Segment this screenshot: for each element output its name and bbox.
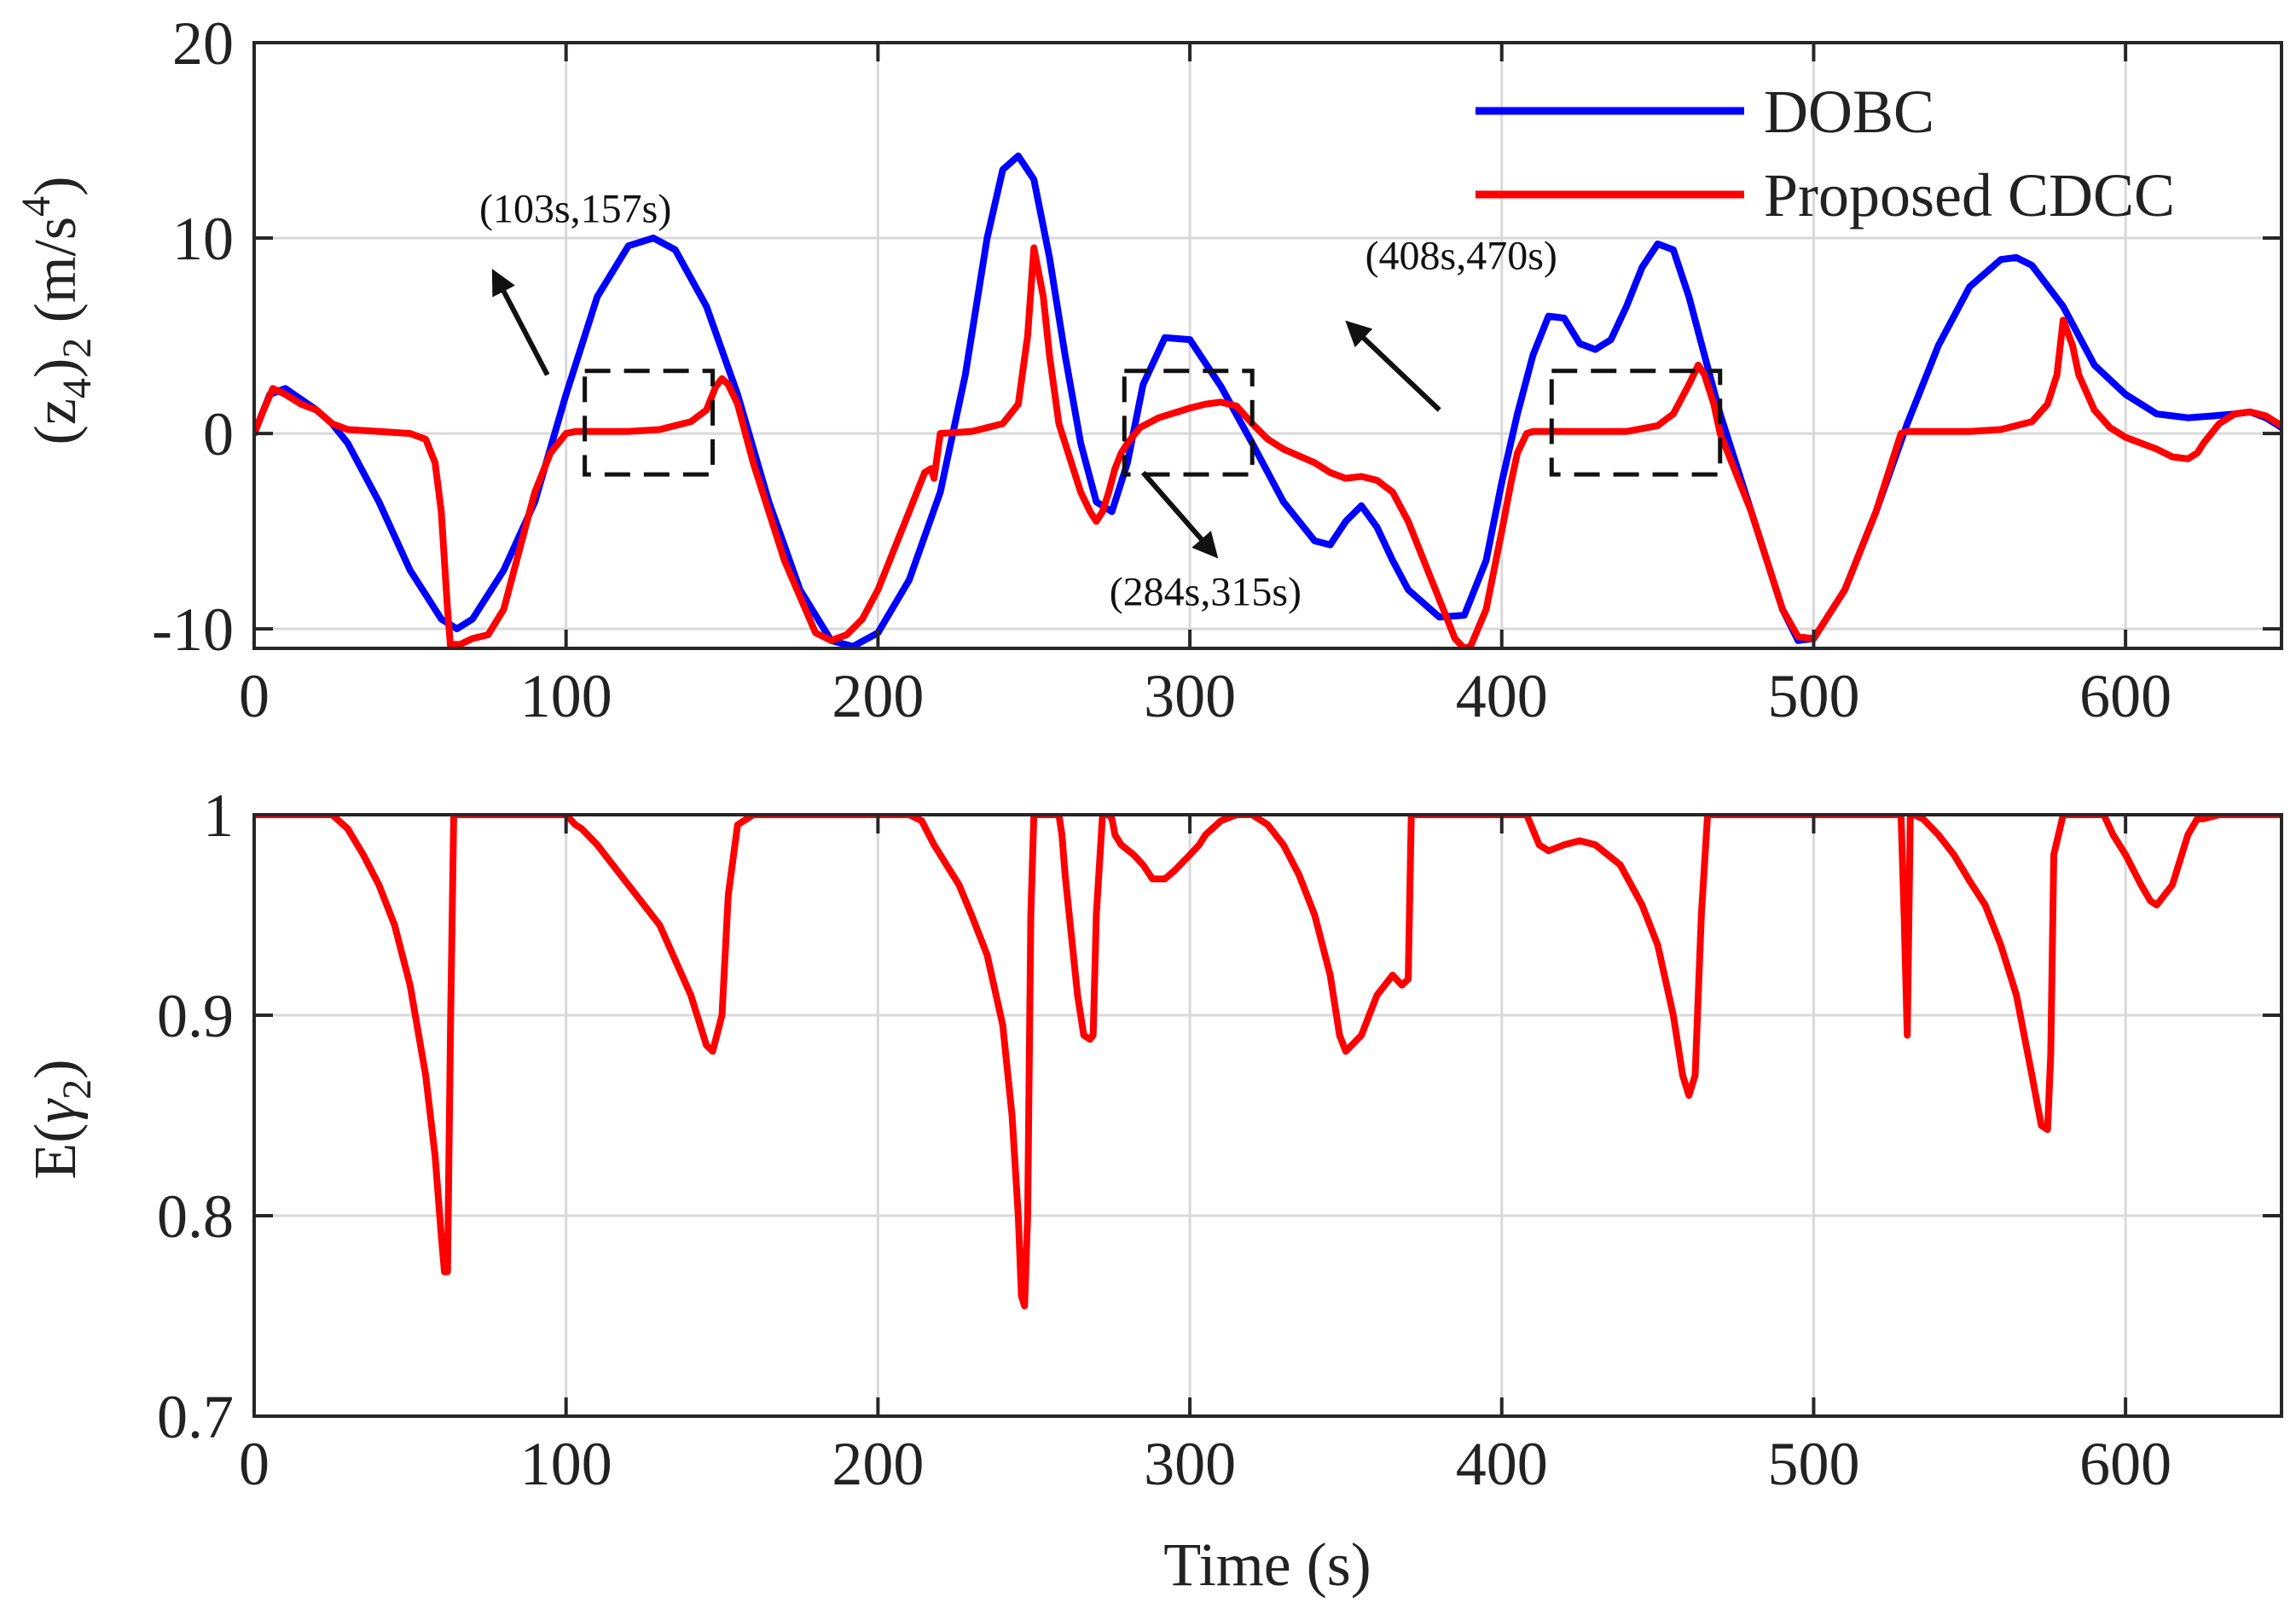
bottom-x-tick-label-5: 500 bbox=[1767, 1430, 1859, 1498]
bottom-series-group bbox=[254, 815, 2282, 1310]
annotation-label-2: (408s,470s) bbox=[1365, 234, 1557, 279]
bottom-x-tick-label-4: 400 bbox=[1456, 1430, 1548, 1498]
bottom-plot-area bbox=[254, 815, 2282, 1310]
bottom-y-tick-labels: 0.7 0.8 0.9 1 bbox=[157, 781, 234, 1451]
top-series-line-proposed-cdcc bbox=[254, 244, 2282, 648]
top-plot-area bbox=[254, 152, 2282, 648]
top-x-tick-label-0: 0 bbox=[239, 662, 270, 730]
bottom-y-axis-label: E(γ2) bbox=[23, 1060, 100, 1180]
zoom-box-0 bbox=[583, 369, 716, 477]
top-x-tick-label-5: 500 bbox=[1767, 662, 1859, 730]
bottom-x-tick-label-6: 600 bbox=[2079, 1430, 2171, 1498]
top-y-tick-label-0: -10 bbox=[152, 595, 234, 664]
bottom-y-tick-label-1: 0.8 bbox=[157, 1182, 234, 1251]
bottom-chart-panel: 0 100 200 300 400 500 600 0.7 0.8 0.9 1 E(γ2) Tim… bbox=[23, 781, 2283, 1599]
bottom-y-tick-label-2: 0.9 bbox=[157, 982, 234, 1050]
top-series-line-dobc bbox=[254, 152, 2282, 648]
annotation-label-0: (103s,157s) bbox=[479, 187, 671, 232]
top-y-tick-label-2: 10 bbox=[172, 205, 234, 273]
top-annotations: (103s,157s) (284s,315s) (408s,470s) bbox=[479, 187, 1723, 615]
top-x-tick-label-2: 200 bbox=[832, 662, 924, 730]
bottom-x-tick-label-0: 0 bbox=[239, 1430, 270, 1498]
x-axis-label: Time (s) bbox=[1163, 1531, 1371, 1599]
top-y-tick-labels: -10 0 10 20 bbox=[152, 9, 234, 664]
bottom-series-line-series bbox=[254, 815, 2282, 1310]
annotation-arrow-0 bbox=[491, 268, 550, 376]
legend-label-cdcc: Proposed CDCC bbox=[1764, 161, 2175, 229]
top-x-tick-labels: 0 100 200 300 400 500 600 bbox=[239, 662, 2171, 730]
top-frame-rect bbox=[252, 41, 2283, 650]
legend-label-dobc: DOBC bbox=[1764, 78, 1934, 146]
bottom-x-tick-label-2: 200 bbox=[832, 1430, 924, 1498]
annotation-arrow-1 bbox=[1140, 470, 1219, 559]
bottom-grid bbox=[254, 815, 2282, 1416]
bottom-x-tick-labels: 0 100 200 300 400 500 600 bbox=[239, 1430, 2171, 1498]
bottom-x-tick-label-3: 300 bbox=[1144, 1430, 1236, 1498]
top-chart-panel: (103s,157s)(284s,315s)(408s,470s) 0 100 20… bbox=[14, 9, 2283, 730]
bottom-y-tick-label-3: 1 bbox=[203, 781, 234, 850]
annotation-arrow-2 bbox=[1345, 320, 1441, 412]
zoom-box-1 bbox=[1122, 369, 1255, 477]
top-y-tick-label-1: 0 bbox=[203, 400, 234, 468]
top-y-axis-label: (z4)2 (m/s4) bbox=[14, 177, 100, 445]
top-x-tick-label-6: 600 bbox=[2079, 662, 2171, 730]
annotation-label-1: (284s,315s) bbox=[1110, 570, 1302, 615]
top-x-tick-label-3: 300 bbox=[1144, 662, 1236, 730]
top-y-tick-label-3: 20 bbox=[172, 9, 234, 78]
bottom-axes-frame bbox=[252, 813, 2283, 1418]
bottom-frame-rect bbox=[252, 813, 2283, 1418]
legend: DOBC Proposed CDCC bbox=[1476, 78, 2175, 229]
top-x-tick-label-4: 400 bbox=[1456, 662, 1548, 730]
bottom-x-tick-label-1: 100 bbox=[520, 1430, 612, 1498]
bottom-y-tick-label-0: 0.7 bbox=[157, 1383, 234, 1451]
zoom-box-2 bbox=[1549, 369, 1723, 477]
top-axes-frame bbox=[252, 41, 2283, 650]
top-x-tick-label-1: 100 bbox=[520, 662, 612, 730]
top-series-group bbox=[254, 152, 2282, 648]
